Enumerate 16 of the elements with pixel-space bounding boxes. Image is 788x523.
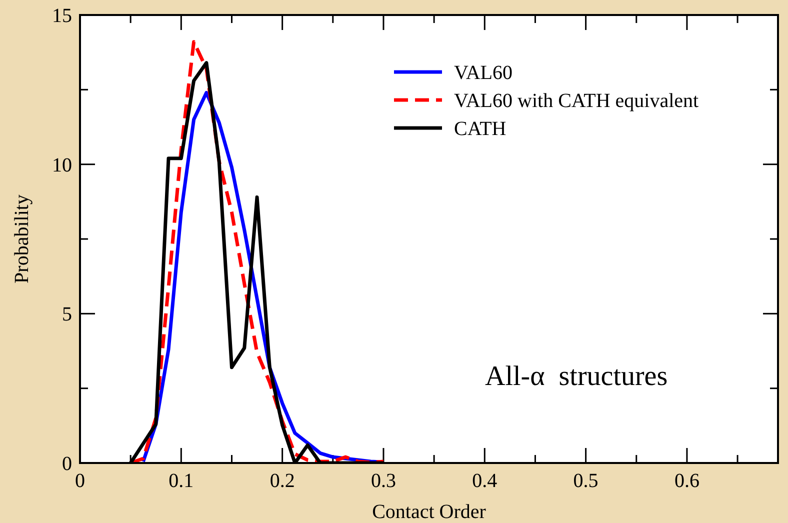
annotation: All-α structures bbox=[485, 361, 668, 392]
y-tick-label: 10 bbox=[52, 154, 72, 176]
legend-label: VAL60 with CATH equivalent bbox=[454, 90, 700, 112]
y-tick-label: 0 bbox=[62, 453, 72, 475]
x-tick-label: 0.6 bbox=[674, 470, 700, 492]
x-tick-label: 0.3 bbox=[370, 470, 396, 492]
legend-label: CATH bbox=[454, 118, 506, 140]
x-axis-title: Contact Order bbox=[372, 501, 486, 523]
x-tick-label: 0.1 bbox=[168, 470, 194, 492]
x-tick-label: 0.4 bbox=[472, 470, 498, 492]
y-axis-title: Probability bbox=[11, 194, 33, 284]
y-tick-label: 15 bbox=[52, 5, 72, 27]
x-tick-label: 0.5 bbox=[573, 470, 598, 492]
y-tick-label: 5 bbox=[62, 304, 72, 326]
x-tick-label: 0.2 bbox=[270, 470, 295, 492]
legend-label: VAL60 bbox=[454, 62, 513, 84]
